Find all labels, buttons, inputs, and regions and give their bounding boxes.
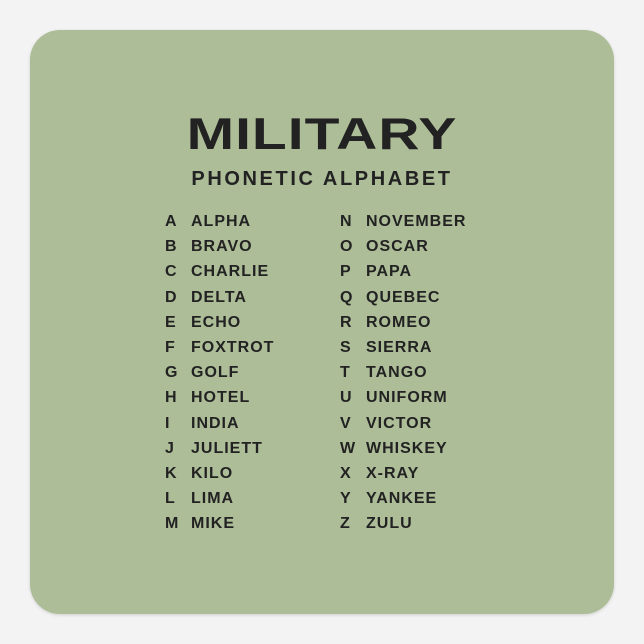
subtitle: PHONETIC ALPHABET: [191, 168, 453, 190]
entry-letter: Q: [340, 288, 354, 306]
entry-word: MIKE: [191, 515, 235, 533]
entry-letter: H: [165, 389, 178, 407]
entry-word: FOXTROT: [191, 339, 275, 356]
entry-letter: M: [165, 515, 180, 533]
entry-word: ALPHA: [191, 213, 252, 230]
entry-word: SIERRA: [366, 339, 433, 356]
entry-word: X-RAY: [366, 465, 420, 482]
entry-letter: V: [340, 414, 352, 432]
entry-letter: T: [340, 364, 351, 382]
entry-letter: J: [165, 439, 175, 457]
entry-letter: A: [165, 213, 178, 230]
entry-word: PAPA: [366, 263, 413, 281]
entry-word: CHARLIE: [191, 263, 270, 281]
entry-letter: C: [165, 263, 178, 281]
entry-letter: D: [165, 288, 178, 306]
entry-letter: W: [340, 439, 357, 457]
entry-letter: I: [165, 414, 171, 432]
entry-letter: E: [165, 313, 177, 331]
entry-letter: B: [165, 238, 178, 256]
entry-word: ROMEO: [366, 313, 432, 331]
entry-word: BRAVO: [191, 238, 253, 256]
entry-letter: F: [165, 339, 176, 356]
entry-word: ECHO: [191, 313, 242, 331]
entry-word: QUEBEC: [366, 288, 441, 306]
title: MILITARY: [186, 109, 458, 159]
entry-letter: N: [340, 213, 353, 230]
sticker: [30, 30, 614, 614]
entry-letter: Z: [340, 515, 351, 533]
entry-word: VICTOR: [366, 414, 433, 432]
entry-letter: U: [340, 389, 353, 407]
entry-word: UNIFORM: [366, 389, 448, 407]
entry-word: YANKEE: [366, 490, 438, 508]
entry-word: ZULU: [366, 515, 413, 533]
entry-word: LIMA: [191, 490, 235, 508]
entry-word: GOLF: [191, 364, 240, 382]
entry-letter: Y: [340, 490, 352, 508]
entry-letter: G: [165, 364, 179, 382]
entry-letter: S: [340, 339, 352, 356]
entry-letter: X: [340, 465, 352, 482]
entry-letter: L: [165, 490, 176, 508]
entry-word: KILO: [191, 465, 234, 482]
entry-word: OSCAR: [366, 238, 429, 256]
entry-word: NOVEMBER: [366, 213, 467, 230]
entry-letter: K: [165, 465, 178, 482]
entry-word: INDIA: [191, 414, 240, 432]
entry-letter: P: [340, 263, 352, 281]
entry-letter: O: [340, 238, 354, 256]
entry-letter: R: [340, 313, 353, 331]
entry-word: HOTEL: [191, 389, 251, 407]
entry-word: WHISKEY: [366, 439, 448, 457]
entry-word: TANGO: [366, 364, 428, 382]
entry-word: DELTA: [191, 288, 247, 306]
entry-word: JULIETT: [191, 439, 263, 457]
